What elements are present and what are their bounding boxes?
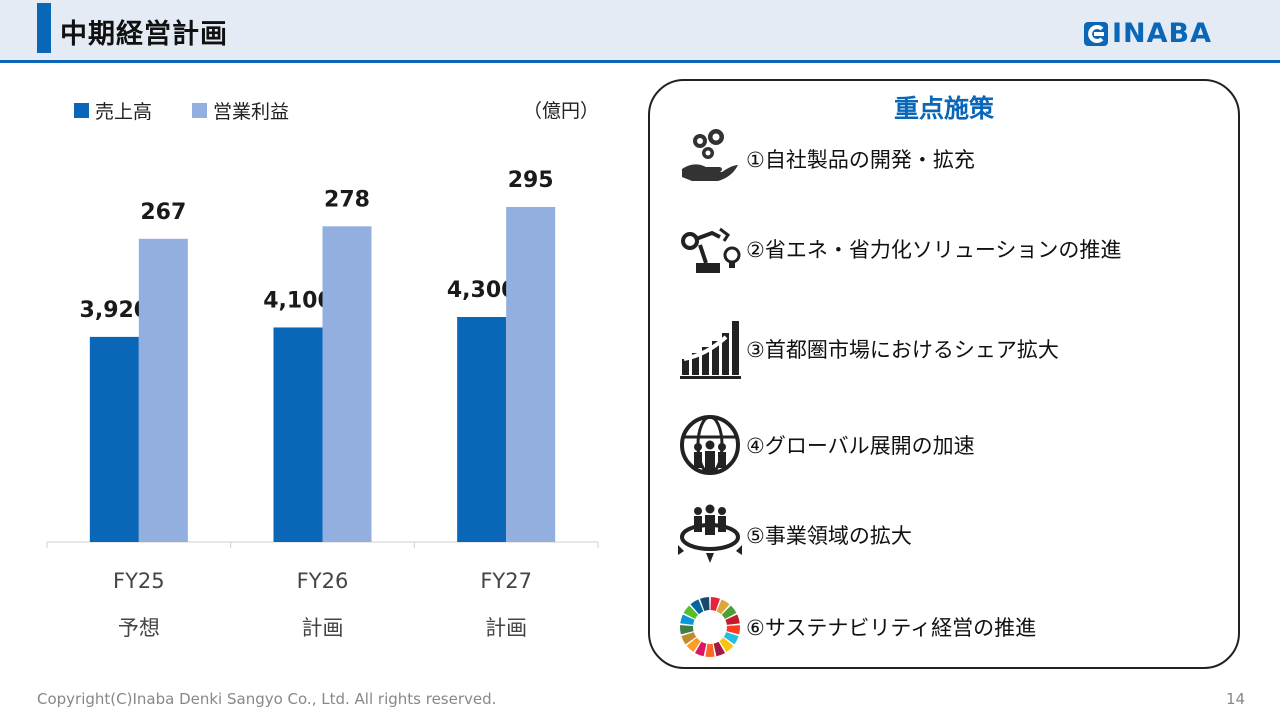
measure-label-2: ②省エネ・省力化ソリューションの推進 [746,238,1122,262]
page-title: 中期経営計画 [60,19,228,50]
copyright-footer: Copyright(C)Inaba Denki Sangyo Co., Ltd.… [37,690,497,708]
sdgs-wheel-segment [713,641,726,657]
header-band [0,0,1280,60]
sdgs-wheel-segment [721,605,737,619]
sdgs-wheel-segment [686,637,701,653]
data-label-profit-FY26: 278 [324,187,370,212]
measure-label-4: ④グローバル展開の加速 [746,434,975,458]
data-label-sales-FY25: 3,920 [80,298,150,323]
sdgs-wheel-segment [700,597,710,611]
sdgs-wheel-segment [690,599,704,615]
legend-label-profit: 営業利益 [213,101,290,123]
logo-mark-icon [1084,22,1108,46]
x-tick-sublabel-FY27: 計画 [485,616,527,640]
measure-item-3: ③首都圏市場におけるシェア拡大 [676,315,1059,383]
bar-sales-FY26 [273,327,323,542]
sdgs-wheel-segment [710,597,720,611]
key-measures-panel: 重点施策 ①自社製品の開発・拡充 ②省エネ・省力化ソリューションの推進 [648,79,1240,669]
people-expand-icon [678,504,742,563]
sdgs-wheel-icon [680,597,740,657]
bar-chart: 3,920 267 FY25 予想 4,100 278 FY26 計画 4,300 295 FY27… [46,168,599,640]
bar-profit-FY25 [138,238,188,542]
header-divider [0,60,1280,63]
sdgs-wheel-segment [719,637,734,653]
x-tick-label-FY25: FY25 [113,569,165,593]
measure-item-2: ②省エネ・省力化ソリューションの推進 [676,215,1121,283]
data-label-sales-FY26: 4,100 [263,288,333,313]
x-tick-label-FY26: FY26 [297,569,349,593]
x-tick-sublabel-FY26: 計画 [302,616,344,640]
sdgs-wheel-segment [705,643,715,657]
sdgs-wheel-segment [723,632,739,645]
bar-sales-FY27 [457,317,507,542]
legend-swatch-sales [74,103,89,118]
data-label-profit-FY25: 267 [140,200,186,225]
legend-item-profit: 営業利益 [192,97,289,124]
measure-label-3: ③首都圏市場におけるシェア拡大 [746,338,1059,362]
bar-sales-FY25 [89,336,139,542]
sdgs-wheel-segment [716,599,730,615]
measure-item-4: ④グローバル展開の加速 [676,411,975,479]
sdgs-wheel-segment [680,625,694,635]
gears-hand-icon [682,129,738,181]
legend-item-sales: 売上高 [74,97,152,124]
measure-label-5: ⑤事業領域の拡大 [746,524,912,548]
sdgs-wheel-segment [725,614,740,625]
globe-people-icon [680,415,740,475]
measure-item-6: ⑥サステナビリティ経営の推進 [676,593,1036,661]
measure-item-1: ①自社製品の開発・拡充 [676,125,975,193]
data-label-sales-FY27: 4,300 [447,278,517,303]
bar-profit-FY27 [506,207,556,542]
x-tick-label-FY27: FY27 [480,569,532,593]
company-logo: INABA [1084,20,1212,48]
legend-swatch-profit [192,103,208,118]
page-number: 14 [1226,690,1246,708]
measure-label-6: ⑥サステナビリティ経営の推進 [746,616,1037,640]
key-measures-title: 重点施策 [893,94,994,123]
robot-arm-bulb-icon [681,227,741,273]
unit-label: （億円） [523,100,600,122]
chart-legend: 売上高 営業利益 [74,97,329,124]
growth-bars-icon [680,321,741,379]
sdgs-wheel-segment [680,614,695,625]
sdgs-wheel-segment [726,625,740,635]
data-label-profit-FY27: 295 [508,168,554,193]
bar-profit-FY26 [322,226,372,542]
logo-text: INABA [1112,18,1213,49]
measure-label-1: ①自社製品の開発・拡充 [746,148,975,172]
sdgs-wheel-segment [694,641,707,657]
header-accent-bar [37,3,51,53]
measure-item-5: ⑤事業領域の拡大 [676,501,912,569]
x-tick-sublabel-FY25: 予想 [118,616,160,640]
sdgs-wheel-segment [681,632,697,645]
legend-label-sales: 売上高 [95,101,153,123]
sdgs-wheel-segment [683,605,699,619]
